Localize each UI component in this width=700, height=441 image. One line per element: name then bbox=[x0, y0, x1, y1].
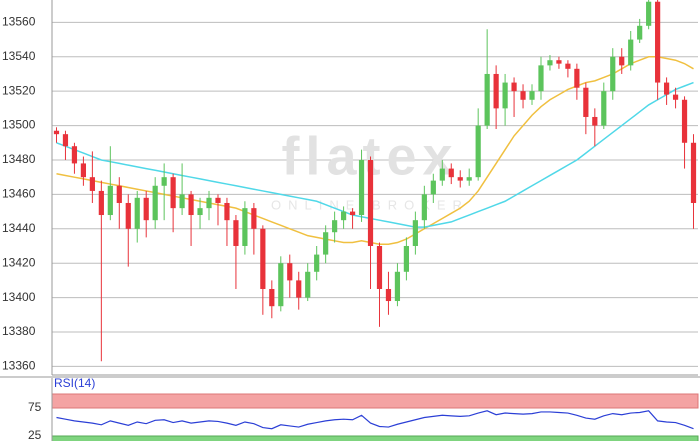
candle-body bbox=[448, 168, 454, 178]
candle-body bbox=[547, 60, 553, 66]
candle-body bbox=[251, 208, 257, 229]
candle-body bbox=[188, 194, 194, 216]
candle-body bbox=[385, 288, 392, 302]
candle-body bbox=[430, 180, 436, 195]
y-tick-label: 13480 bbox=[2, 152, 36, 166]
candle-body bbox=[152, 185, 158, 221]
y-tick-label: 13400 bbox=[2, 290, 36, 304]
y-tick-label: 13440 bbox=[2, 221, 36, 235]
candle-body bbox=[98, 190, 104, 216]
y-tick-label: 13460 bbox=[2, 187, 36, 201]
candle-body bbox=[179, 194, 185, 209]
candle-body bbox=[646, 1, 652, 26]
candle-body bbox=[161, 177, 167, 186]
y-tick-label: 13380 bbox=[2, 324, 36, 338]
candle-body bbox=[502, 82, 508, 109]
candle-body bbox=[340, 211, 347, 221]
candle-body bbox=[403, 245, 410, 272]
candle-body bbox=[529, 91, 535, 100]
candle-body bbox=[305, 271, 311, 298]
rsi-line bbox=[56, 410, 694, 430]
y-tick-label: 25 bbox=[28, 428, 42, 441]
y-tick-label: 13520 bbox=[2, 83, 36, 97]
candle-body bbox=[62, 134, 69, 147]
candle-body bbox=[80, 163, 87, 178]
candle-body bbox=[125, 202, 131, 229]
candle-body bbox=[287, 263, 293, 281]
candle-body bbox=[170, 177, 176, 209]
candle-body bbox=[134, 197, 140, 229]
candle-body bbox=[260, 228, 266, 289]
candle-body bbox=[457, 177, 463, 181]
y-tick-label: 13540 bbox=[2, 49, 36, 63]
indicator-title: RSI(14) bbox=[54, 376, 95, 390]
candle-body bbox=[565, 63, 571, 69]
candle-body bbox=[663, 82, 670, 95]
candle-body bbox=[367, 159, 374, 246]
candle-body bbox=[242, 208, 248, 246]
candle-body bbox=[520, 91, 526, 100]
line-series bbox=[56, 81, 694, 228]
candle-body bbox=[197, 208, 203, 216]
candle-body bbox=[53, 130, 60, 135]
y-tick-label: 13560 bbox=[2, 15, 36, 29]
candle-body bbox=[314, 254, 320, 272]
candle-body bbox=[466, 177, 472, 181]
candle-body bbox=[233, 220, 239, 246]
candle-body bbox=[412, 220, 418, 246]
candle-body bbox=[296, 280, 302, 298]
candle-body bbox=[89, 177, 95, 191]
candle-body bbox=[358, 159, 365, 216]
candle-body bbox=[493, 73, 499, 109]
candle-body bbox=[484, 73, 490, 126]
candle-body bbox=[107, 185, 113, 216]
candle-body bbox=[332, 220, 338, 233]
candle-body bbox=[681, 99, 688, 143]
candle-body bbox=[601, 91, 607, 126]
line-series bbox=[56, 56, 694, 246]
y-tick-label: 13420 bbox=[2, 255, 36, 269]
candle-body bbox=[349, 211, 356, 216]
candle-body bbox=[628, 39, 634, 66]
overbought-zone bbox=[51, 393, 699, 409]
candle-body bbox=[376, 245, 383, 289]
candle-body bbox=[224, 202, 230, 221]
candle-body bbox=[278, 263, 284, 307]
candle-body bbox=[439, 168, 445, 181]
candle-body bbox=[323, 232, 329, 255]
candle-body bbox=[143, 197, 149, 221]
candle-body bbox=[206, 197, 212, 209]
candle-body bbox=[655, 1, 661, 83]
candle-body bbox=[269, 288, 275, 307]
y-tick-label: 75 bbox=[28, 400, 42, 414]
candle-body bbox=[538, 65, 544, 92]
candle-body bbox=[583, 87, 589, 117]
watermark: flatex bbox=[281, 126, 458, 186]
candle-body bbox=[71, 146, 78, 164]
candle-body bbox=[592, 116, 598, 126]
candle-body bbox=[421, 194, 427, 221]
candle-body bbox=[619, 56, 625, 66]
candle-body bbox=[116, 185, 122, 203]
y-tick-label: 13360 bbox=[2, 359, 36, 373]
candle-body bbox=[215, 197, 221, 203]
candle-body bbox=[574, 68, 580, 88]
watermark-subtitle: ONLINE BROKER bbox=[271, 197, 469, 212]
candle-body bbox=[556, 60, 562, 64]
y-tick-label: 13500 bbox=[2, 118, 36, 132]
candle-body bbox=[511, 82, 517, 92]
candle-body bbox=[690, 142, 697, 203]
oversold-zone bbox=[51, 435, 699, 441]
candle-body bbox=[637, 25, 643, 40]
candle-body bbox=[610, 56, 616, 92]
candle-body bbox=[672, 94, 679, 100]
candle-body bbox=[475, 125, 481, 178]
candle-body bbox=[394, 271, 401, 302]
